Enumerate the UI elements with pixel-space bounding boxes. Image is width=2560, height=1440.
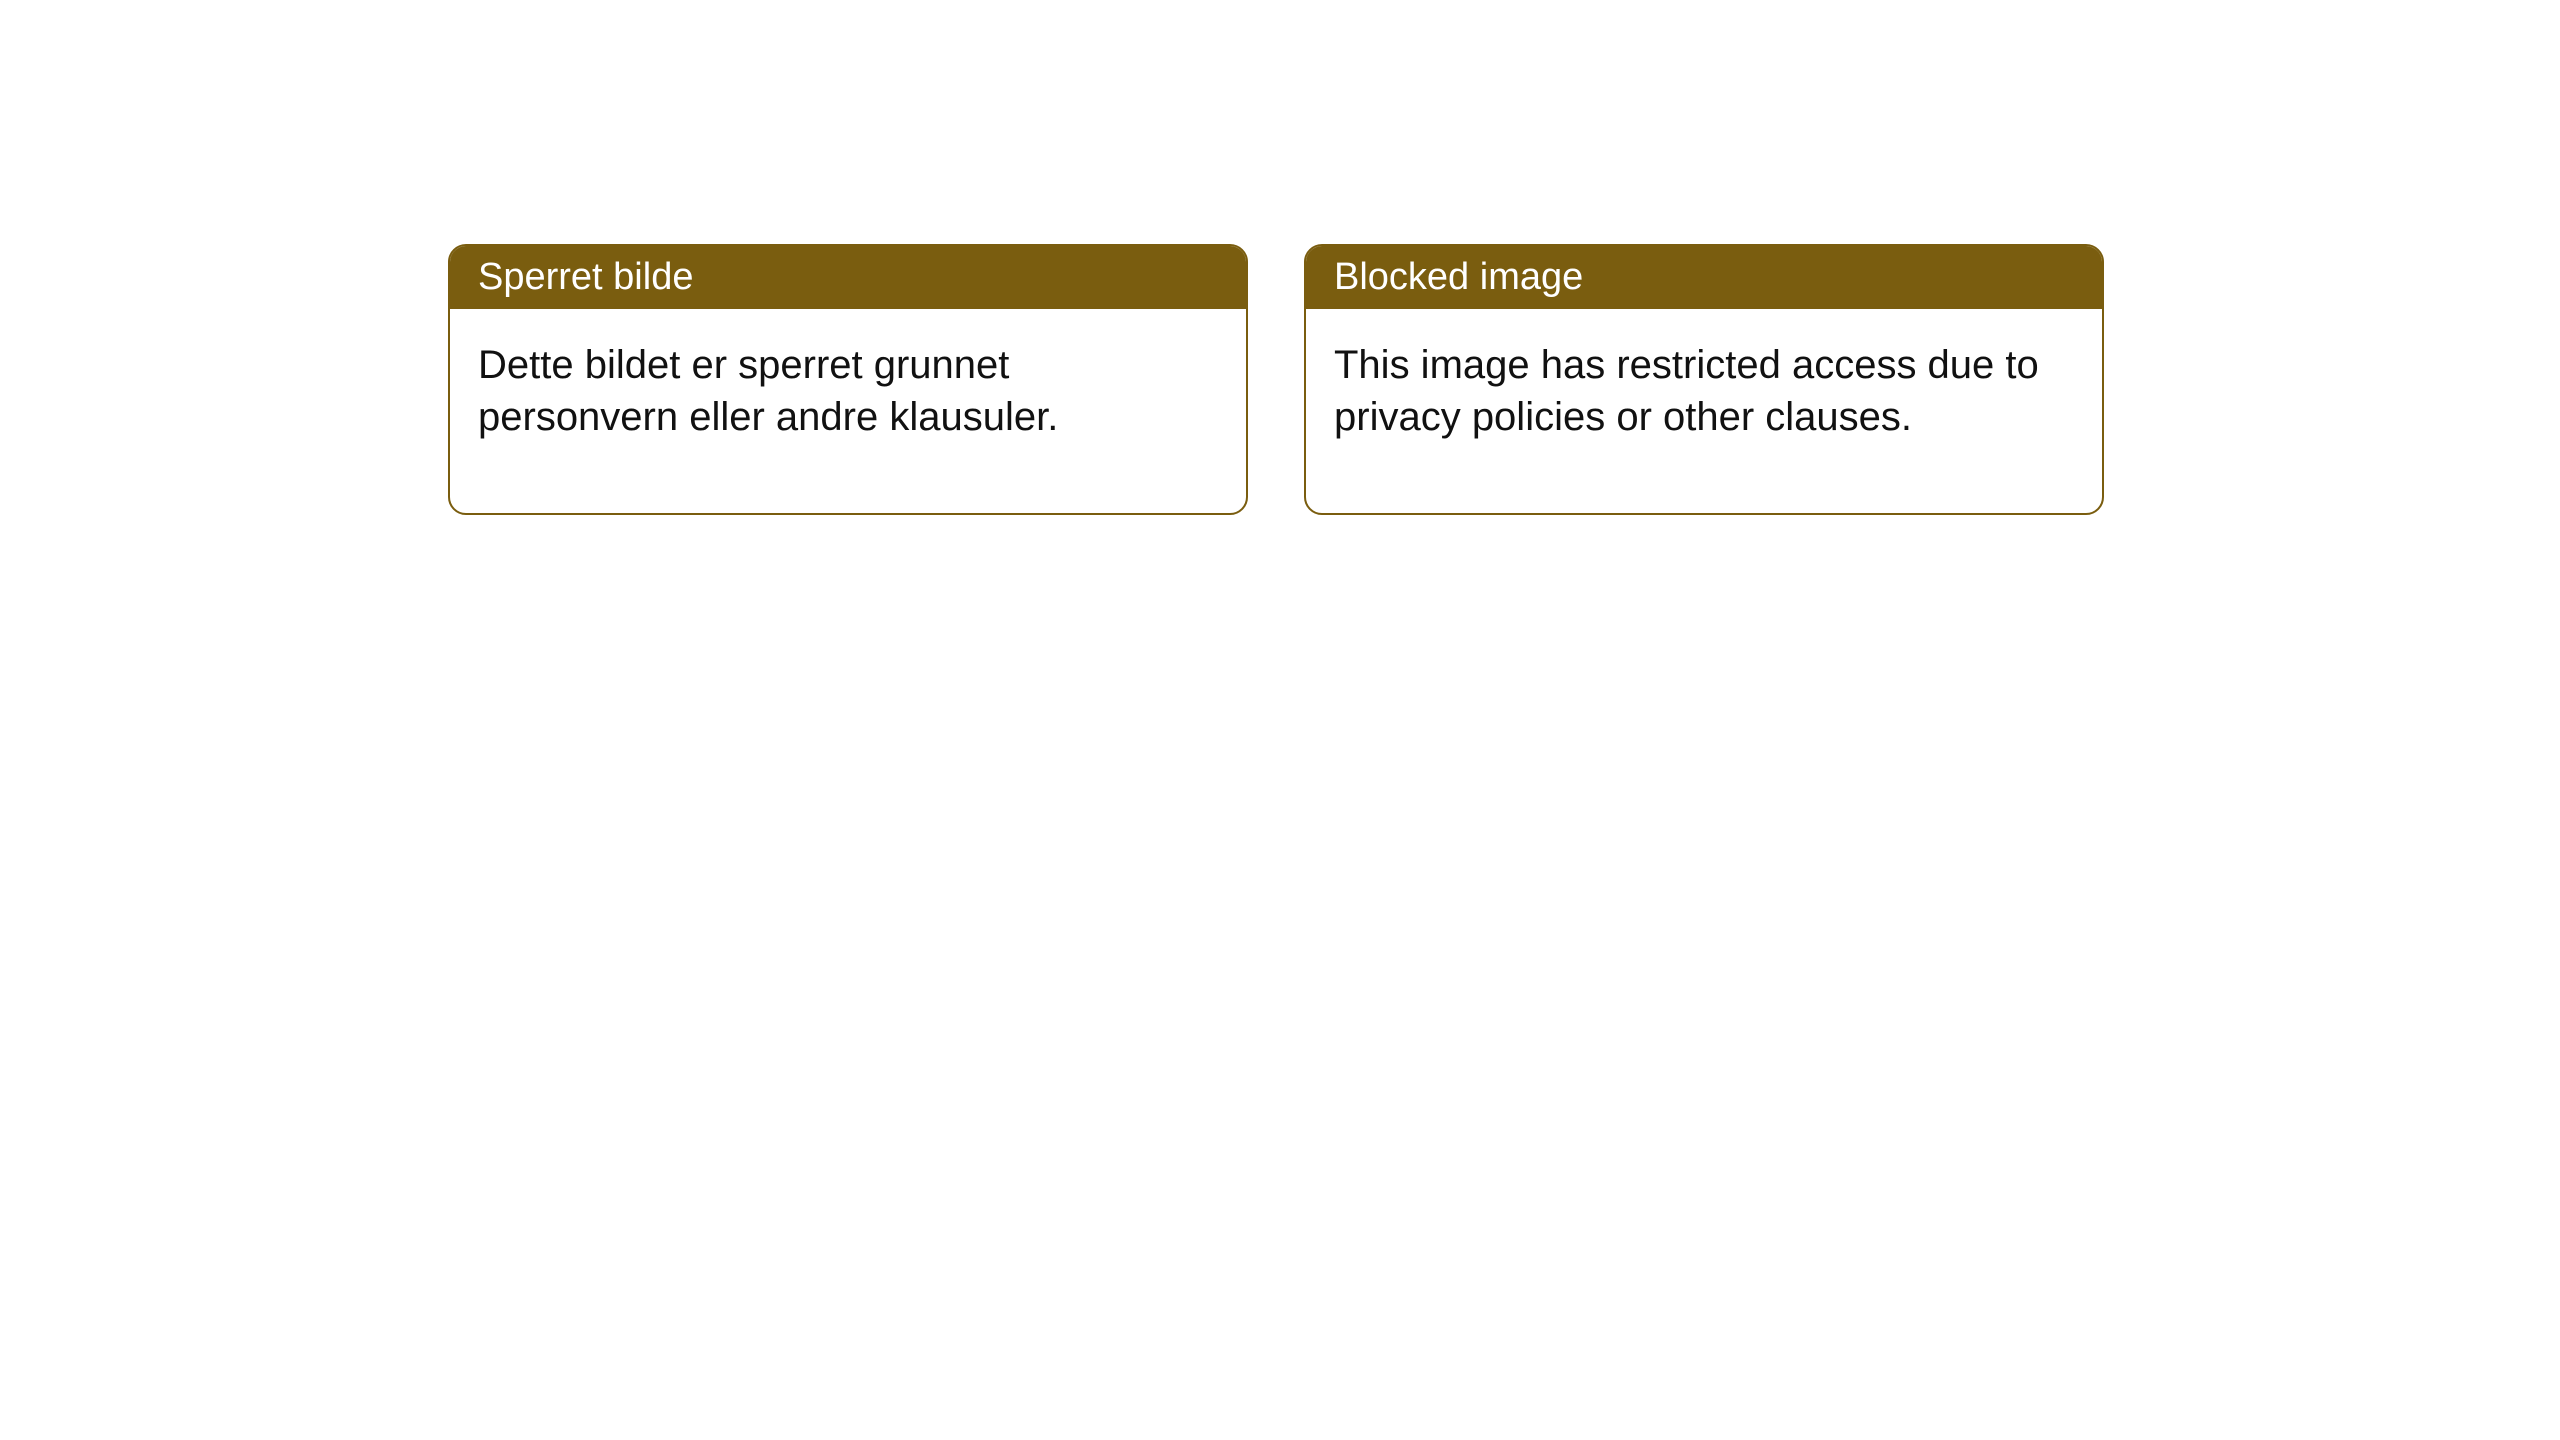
- card-body-text: This image has restricted access due to …: [1334, 343, 2039, 439]
- notice-container: Sperret bilde Dette bildet er sperret gr…: [448, 244, 2104, 515]
- card-body: This image has restricted access due to …: [1306, 309, 2102, 513]
- card-header: Blocked image: [1306, 246, 2102, 309]
- card-title: Sperret bilde: [478, 256, 693, 298]
- card-title: Blocked image: [1334, 256, 1583, 298]
- card-body-text: Dette bildet er sperret grunnet personve…: [478, 343, 1058, 439]
- card-header: Sperret bilde: [450, 246, 1246, 309]
- card-body: Dette bildet er sperret grunnet personve…: [450, 309, 1246, 513]
- notice-card-english: Blocked image This image has restricted …: [1304, 244, 2104, 515]
- notice-card-norwegian: Sperret bilde Dette bildet er sperret gr…: [448, 244, 1248, 515]
